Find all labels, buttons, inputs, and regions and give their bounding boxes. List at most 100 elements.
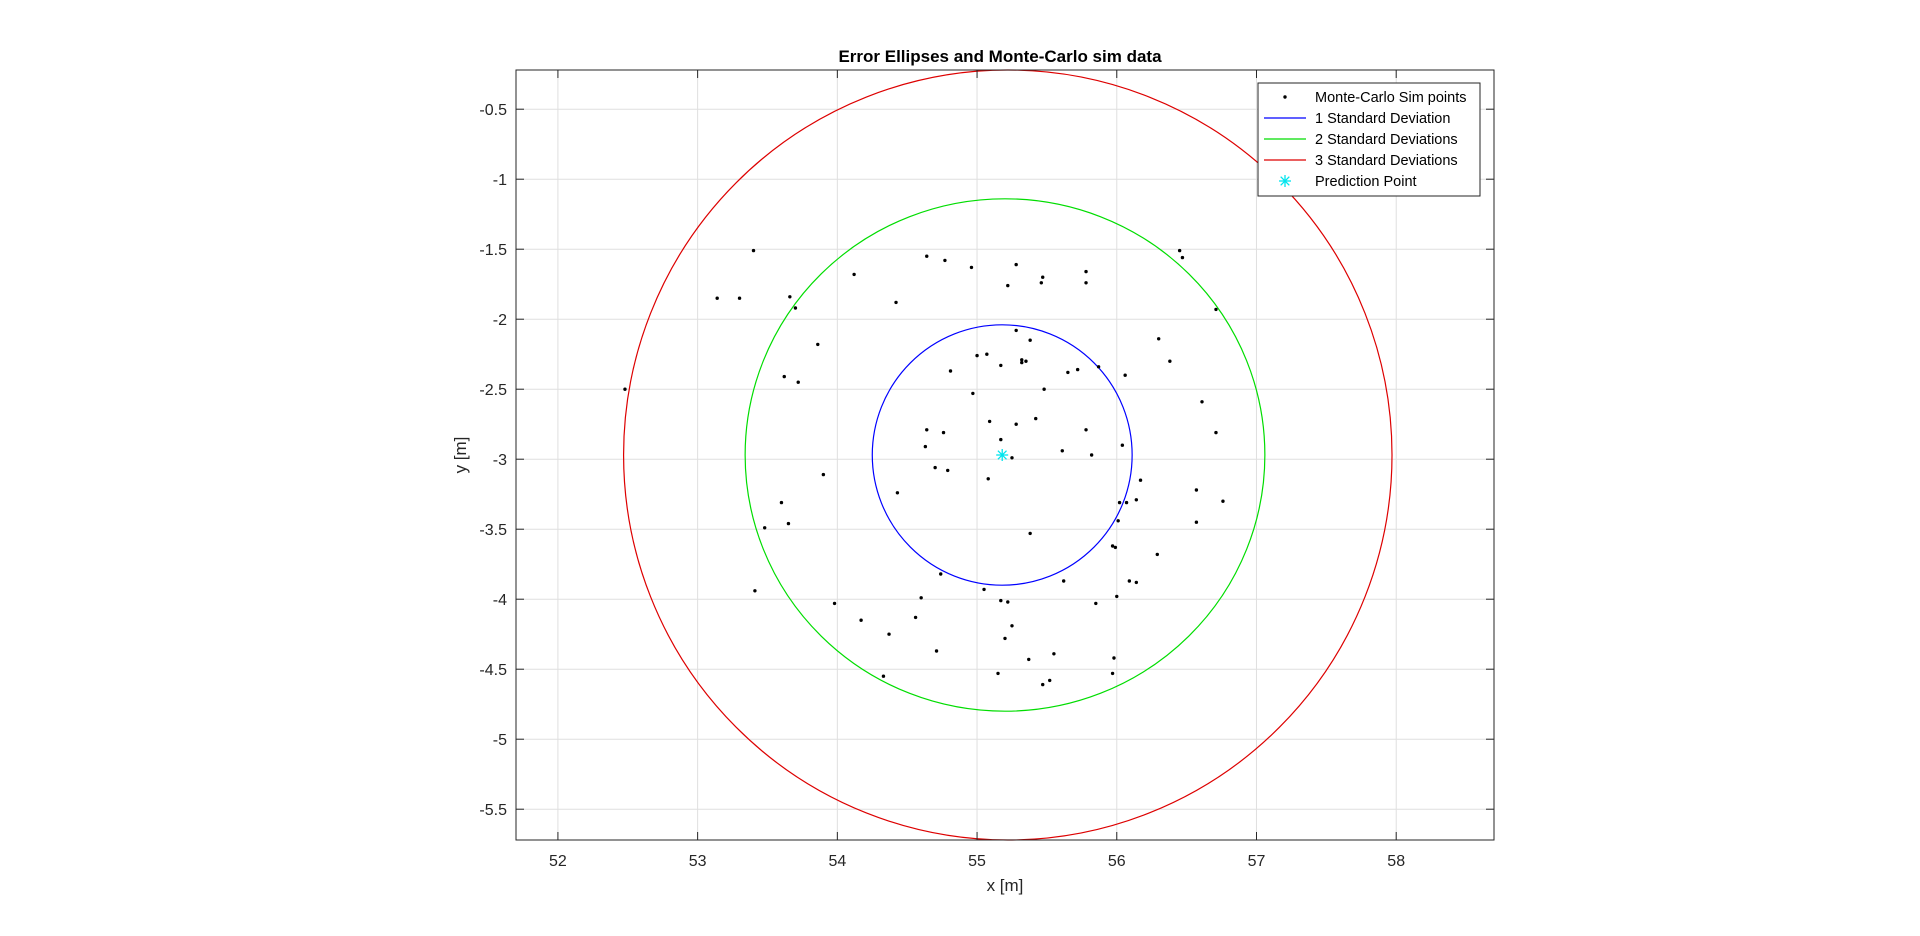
sim-point — [1042, 387, 1046, 391]
sim-point — [1120, 443, 1125, 447]
sim-point — [1194, 520, 1199, 524]
sim-point — [925, 254, 929, 258]
sim-point — [786, 521, 791, 526]
sim-point — [1221, 499, 1225, 503]
sim-point — [1089, 453, 1094, 457]
sim-point — [933, 465, 937, 470]
sim-point — [881, 674, 886, 678]
sim-point — [751, 248, 756, 253]
sim-point — [793, 306, 798, 310]
sim-point — [1061, 579, 1066, 583]
sim-point — [1116, 519, 1120, 523]
x-tick-label: 53 — [689, 853, 707, 870]
sim-point — [1113, 545, 1118, 550]
sim-point — [982, 587, 986, 592]
sim-point — [821, 472, 826, 477]
y-tick-label: -2.5 — [479, 382, 507, 399]
sim-point — [923, 444, 928, 449]
sim-point — [1003, 636, 1007, 641]
legend-entry-label: 2 Standard Deviations — [1315, 132, 1458, 148]
sim-point — [1214, 430, 1218, 435]
sim-point — [1014, 328, 1018, 333]
sim-point — [1084, 269, 1088, 274]
sim-point — [1041, 275, 1045, 279]
sim-point — [1028, 531, 1032, 536]
legend-entry-label: Monte-Carlo Sim points — [1315, 90, 1467, 106]
sim-point — [975, 353, 979, 358]
sim-point — [999, 437, 1003, 442]
sim-point — [1010, 456, 1014, 460]
sim-point — [1123, 373, 1127, 377]
y-tick-label: -3 — [493, 452, 507, 469]
sim-point — [985, 352, 989, 356]
legend-entry-label: 3 Standard Deviations — [1315, 153, 1458, 169]
sim-point — [1177, 248, 1182, 253]
sim-point — [1034, 416, 1038, 421]
sim-point — [715, 296, 719, 300]
y-tick-label: -0.5 — [479, 102, 507, 119]
sim-point — [1041, 682, 1045, 687]
sim-point — [1010, 624, 1014, 628]
sim-point — [1014, 422, 1018, 426]
sim-point — [1124, 500, 1129, 505]
sim-point — [737, 296, 742, 300]
sim-point — [887, 632, 891, 636]
legend: Monte-Carlo Sim points 1 Standard Deviati… — [1257, 82, 1481, 197]
sim-point — [779, 500, 784, 505]
sim-point — [996, 671, 1000, 676]
sim-point — [913, 615, 918, 620]
x-tick-label: 52 — [549, 853, 567, 870]
sim-point — [1039, 281, 1044, 285]
sim-point — [969, 265, 974, 270]
sim-point — [943, 258, 947, 263]
sim-point — [1134, 580, 1139, 585]
sim-point — [1156, 337, 1161, 341]
sim-point — [852, 272, 856, 277]
sim-point — [1110, 544, 1115, 548]
y-tick-label: -1.5 — [479, 242, 507, 259]
sim-point — [1194, 488, 1199, 492]
sim-point — [1075, 367, 1080, 372]
sim-point — [1094, 601, 1098, 606]
sim-point — [1112, 656, 1116, 660]
sim-point — [1155, 552, 1159, 557]
sim-point — [832, 601, 837, 606]
x-tick-label: 54 — [828, 853, 846, 870]
sim-point — [753, 589, 757, 593]
sim-point — [1020, 358, 1024, 362]
sim-point — [999, 363, 1003, 368]
sim-point — [1027, 657, 1031, 662]
sim-point — [1060, 449, 1064, 453]
sim-point — [987, 419, 992, 424]
legend-swatch-dot — [1283, 95, 1287, 99]
sim-point — [1024, 359, 1028, 363]
x-tick-label: 55 — [968, 853, 986, 870]
sim-point — [859, 618, 863, 622]
ticks: 52 53 54 55 56 57 58 -0.5 -1 -1.5 -2 -2.5 -3 -3.5 -4 -4… — [479, 70, 1494, 870]
sim-point — [925, 428, 929, 432]
sim-point — [895, 491, 900, 495]
sim-point — [782, 374, 786, 379]
legend-entry-label: 1 Standard Deviation — [1315, 111, 1450, 127]
sim-point — [1052, 652, 1056, 656]
sim-point — [1200, 400, 1204, 404]
y-tick-label: -3.5 — [479, 522, 507, 539]
sim-point — [999, 598, 1003, 603]
sim-point — [1115, 594, 1119, 599]
sim-point — [1138, 478, 1143, 482]
sim-point — [816, 342, 820, 347]
sim-point — [1006, 600, 1010, 604]
sim-point — [1020, 360, 1024, 365]
prediction-point-marker — [996, 449, 1009, 461]
sim-point — [919, 596, 923, 600]
sim-point — [1028, 338, 1032, 342]
ellipse-1-standard-deviation — [871, 324, 1133, 586]
sim-point — [971, 391, 975, 396]
sim-point — [1066, 370, 1070, 375]
y-tick-label: -2 — [493, 312, 507, 329]
sim-point — [946, 468, 950, 473]
x-tick-label: 56 — [1108, 853, 1126, 870]
y-tick-label: -5 — [493, 732, 507, 749]
chart-title: Error Ellipses and Monte-Carlo sim data — [838, 47, 1162, 66]
ellipse-2-standard-deviations — [744, 198, 1266, 712]
